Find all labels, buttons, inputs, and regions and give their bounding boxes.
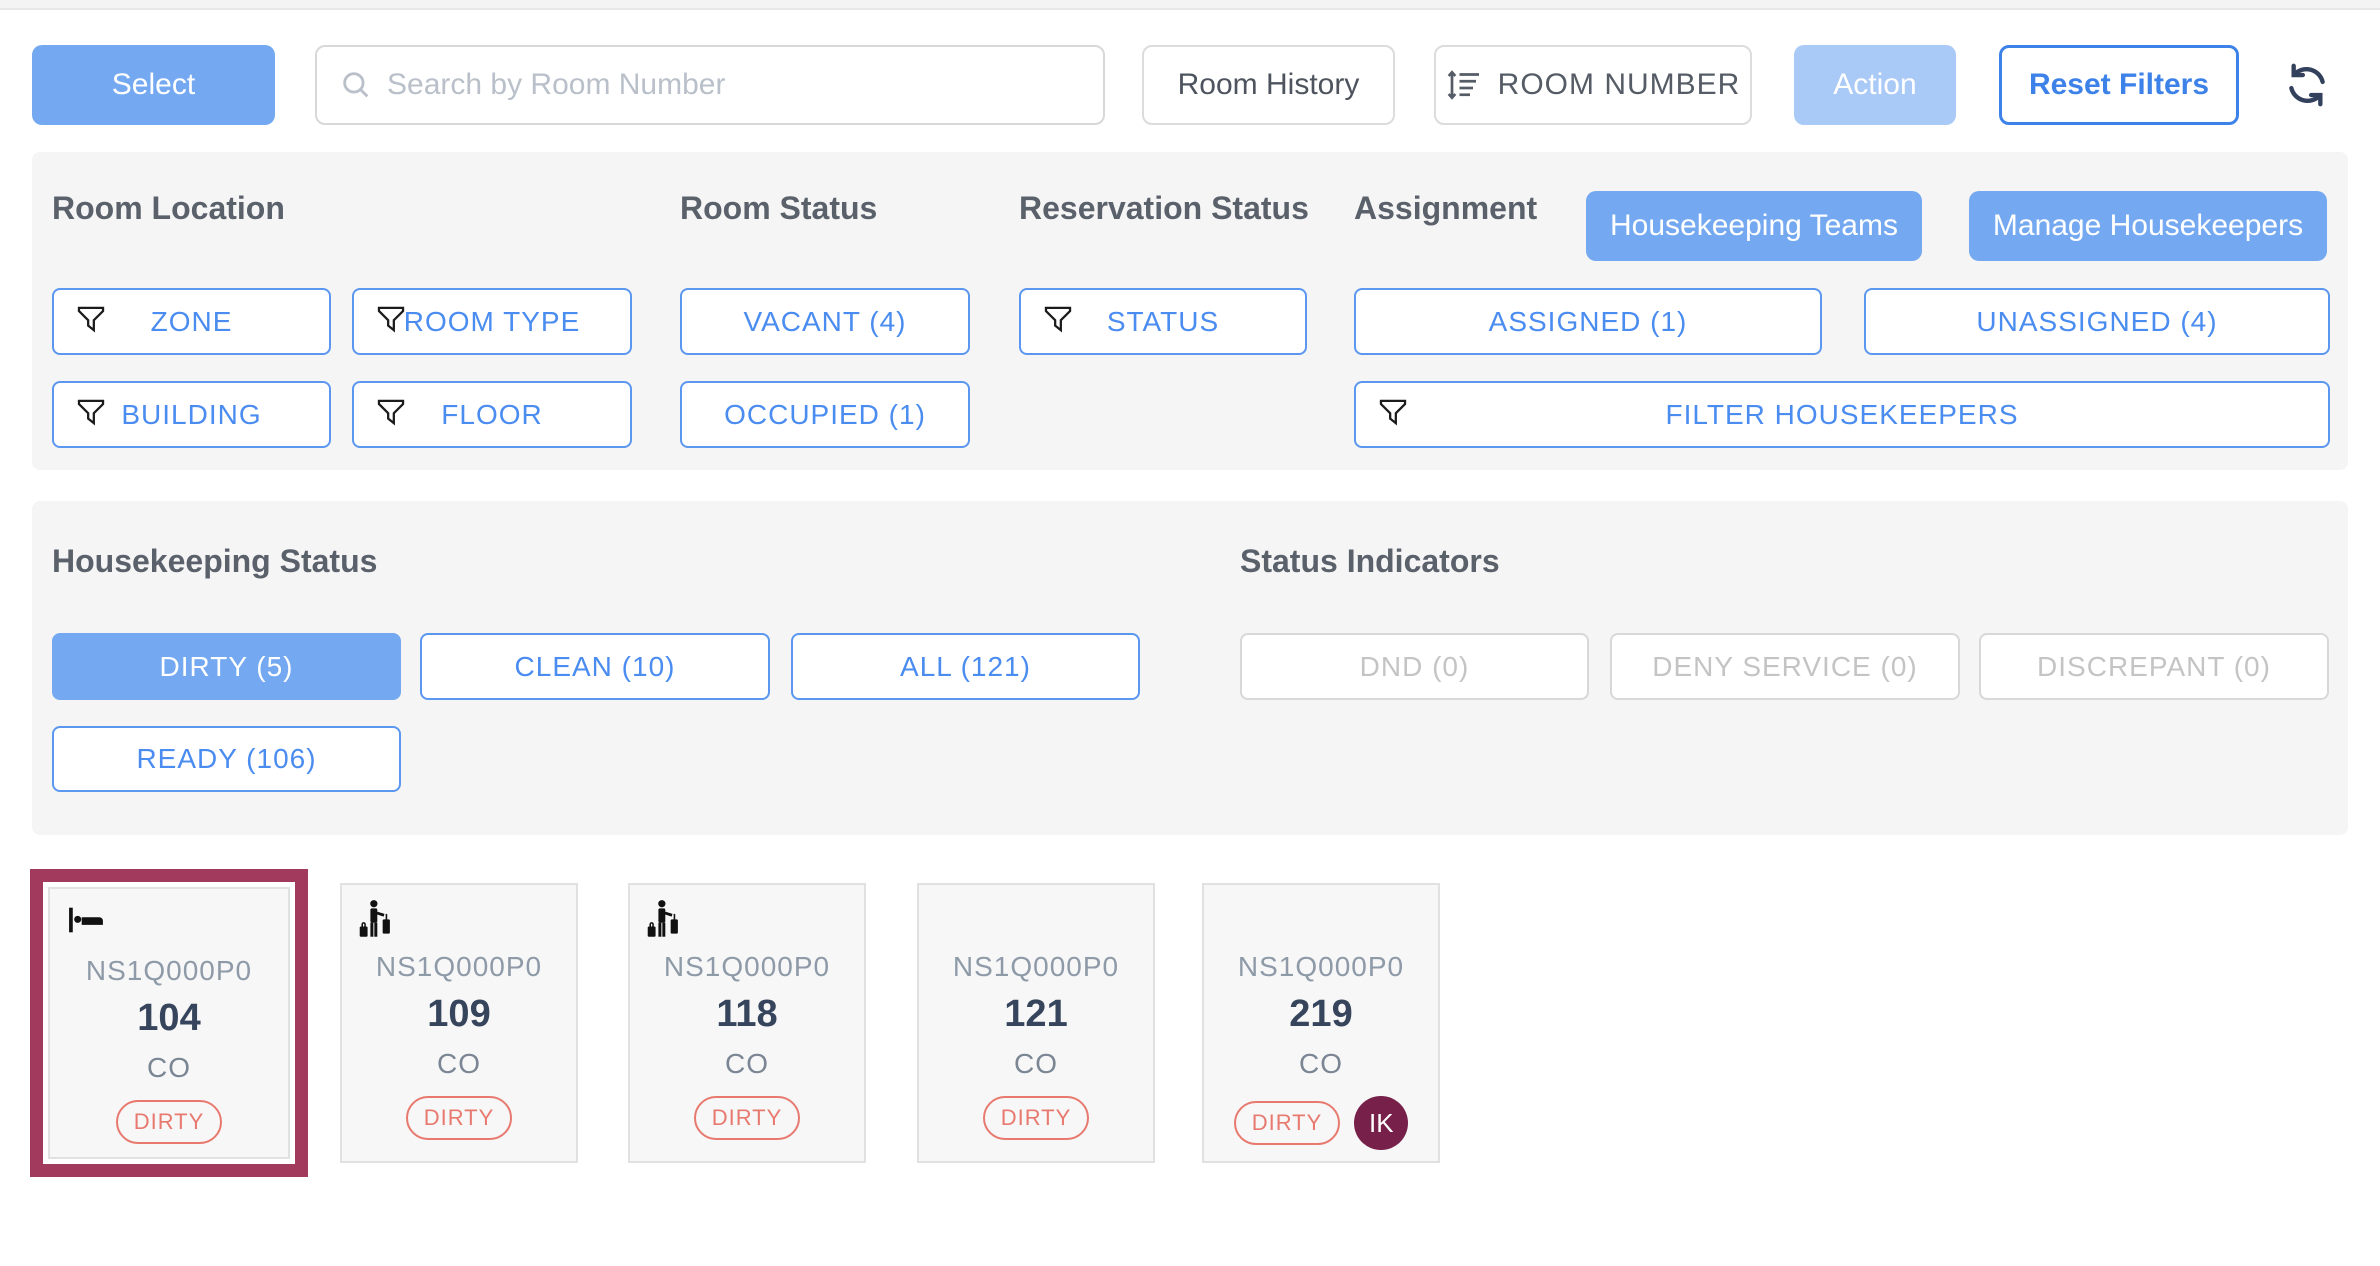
occupied-filter-button[interactable]: OCCUPIED (1) <box>680 381 970 448</box>
unassigned-filter-button[interactable]: UNASSIGNED (4) <box>1864 288 2330 355</box>
sort-amount-icon <box>1446 67 1482 103</box>
reservation-status-code: CO <box>437 1048 481 1079</box>
funnel-icon <box>74 394 108 435</box>
room-number: 109 <box>427 993 491 1035</box>
building-filter-button[interactable]: BUILDING <box>52 381 331 448</box>
zone-label: ZONE <box>150 305 233 337</box>
room-code: NS1Q000P0 <box>85 955 253 986</box>
deny-service-indicator-button[interactable]: DENY SERVICE (0) <box>1610 633 1960 700</box>
room-number: 219 <box>1289 993 1353 1035</box>
ready-filter-button[interactable]: READY (106) <box>52 726 401 792</box>
action-button[interactable]: Action <box>1794 45 1956 125</box>
room-card[interactable]: NS1Q000P0 104 CO DIRTY <box>48 887 290 1159</box>
assigned-filter-button[interactable]: ASSIGNED (1) <box>1354 288 1822 355</box>
occupied-bed-icon <box>66 903 106 942</box>
dirty-status-badge: DIRTY <box>982 1096 1090 1140</box>
room-number: 118 <box>716 993 778 1035</box>
floor-label: FLOOR <box>441 398 543 430</box>
room-card[interactable]: NS1Q000P0 219 CO DIRTY IK <box>1202 883 1440 1163</box>
sort-by-dropdown[interactable]: ROOM NUMBER <box>1434 45 1752 125</box>
search-icon <box>339 68 373 102</box>
clean-filter-button[interactable]: CLEAN (10) <box>420 633 770 700</box>
refresh-icon[interactable] <box>2281 55 2333 115</box>
housekeeper-initials-badge: IK <box>1354 1096 1409 1150</box>
dirty-status-badge: DIRTY <box>115 1100 223 1144</box>
departing-guest-icon <box>646 899 684 948</box>
reservation-status-code: CO <box>147 1052 191 1083</box>
room-card[interactable]: NS1Q000P0 121 CO DIRTY <box>917 883 1155 1163</box>
dirty-status-badge: DIRTY <box>405 1096 513 1140</box>
window-top-strip <box>0 0 2380 10</box>
discrepant-indicator-button[interactable]: DISCREPANT (0) <box>1979 633 2329 700</box>
room-code: NS1Q000P0 <box>663 951 831 982</box>
room-card-104-selected-border[interactable]: NS1Q000P0 104 CO DIRTY <box>30 869 308 1177</box>
filters-panel: Room Location Room Status Reservation St… <box>32 152 2348 470</box>
assignment-title: Assignment <box>1354 190 1538 226</box>
room-number: 104 <box>137 997 201 1039</box>
search-room-field[interactable] <box>315 45 1105 125</box>
floor-filter-button[interactable]: FLOOR <box>352 381 632 448</box>
housekeeping-teams-button[interactable]: Housekeeping Teams <box>1586 191 1922 261</box>
funnel-icon <box>374 301 408 342</box>
vacant-filter-button[interactable]: VACANT (4) <box>680 288 970 355</box>
dirty-filter-button[interactable]: DIRTY (5) <box>52 633 401 700</box>
dnd-indicator-button[interactable]: DND (0) <box>1240 633 1589 700</box>
room-number: 121 <box>1004 993 1068 1035</box>
status-filter-button[interactable]: STATUS <box>1019 288 1307 355</box>
departing-guest-icon <box>358 899 396 948</box>
funnel-icon <box>374 394 408 435</box>
room-code: NS1Q000P0 <box>1237 951 1405 982</box>
room-type-filter-button[interactable]: ROOM TYPE <box>352 288 632 355</box>
dirty-status-badge: DIRTY <box>693 1096 801 1140</box>
select-button[interactable]: Select <box>32 45 275 125</box>
sort-label: ROOM NUMBER <box>1497 68 1741 101</box>
search-input[interactable] <box>387 68 1081 102</box>
dirty-status-badge: DIRTY <box>1233 1101 1341 1145</box>
room-code: NS1Q000P0 <box>952 951 1120 982</box>
reset-filters-button[interactable]: Reset Filters <box>1999 45 2239 125</box>
room-card[interactable]: NS1Q000P0 109 CO DIRTY <box>340 883 578 1163</box>
room-code: NS1Q000P0 <box>375 951 543 982</box>
housekeeping-status-title: Housekeeping Status <box>52 543 378 579</box>
manage-housekeepers-button[interactable]: Manage Housekeepers <box>1969 191 2327 261</box>
reservation-status-title: Reservation Status <box>1019 190 1309 226</box>
reservation-status-code: CO <box>1014 1048 1058 1079</box>
housekeeping-status-panel: Housekeeping Status Status Indicators DI… <box>32 501 2348 835</box>
room-status-title: Room Status <box>680 190 878 226</box>
zone-filter-button[interactable]: ZONE <box>52 288 331 355</box>
funnel-icon <box>1041 301 1075 342</box>
room-history-button[interactable]: Room History <box>1142 45 1395 125</box>
room-card[interactable]: NS1Q000P0 118 CO DIRTY <box>628 883 866 1163</box>
status-indicators-title: Status Indicators <box>1240 543 1500 579</box>
filter-housekeepers-label: FILTER HOUSEKEEPERS <box>1665 398 2019 430</box>
all-filter-button[interactable]: ALL (121) <box>791 633 1140 700</box>
reservation-status-code: CO <box>725 1048 769 1079</box>
funnel-icon <box>74 301 108 342</box>
funnel-icon <box>1376 394 1410 435</box>
building-label: BUILDING <box>121 398 262 430</box>
reservation-status-code: CO <box>1299 1048 1343 1079</box>
room-type-label: ROOM TYPE <box>403 305 581 337</box>
status-label: STATUS <box>1106 305 1220 337</box>
filter-housekeepers-button[interactable]: FILTER HOUSEKEEPERS <box>1354 381 2330 448</box>
room-location-title: Room Location <box>52 190 285 226</box>
